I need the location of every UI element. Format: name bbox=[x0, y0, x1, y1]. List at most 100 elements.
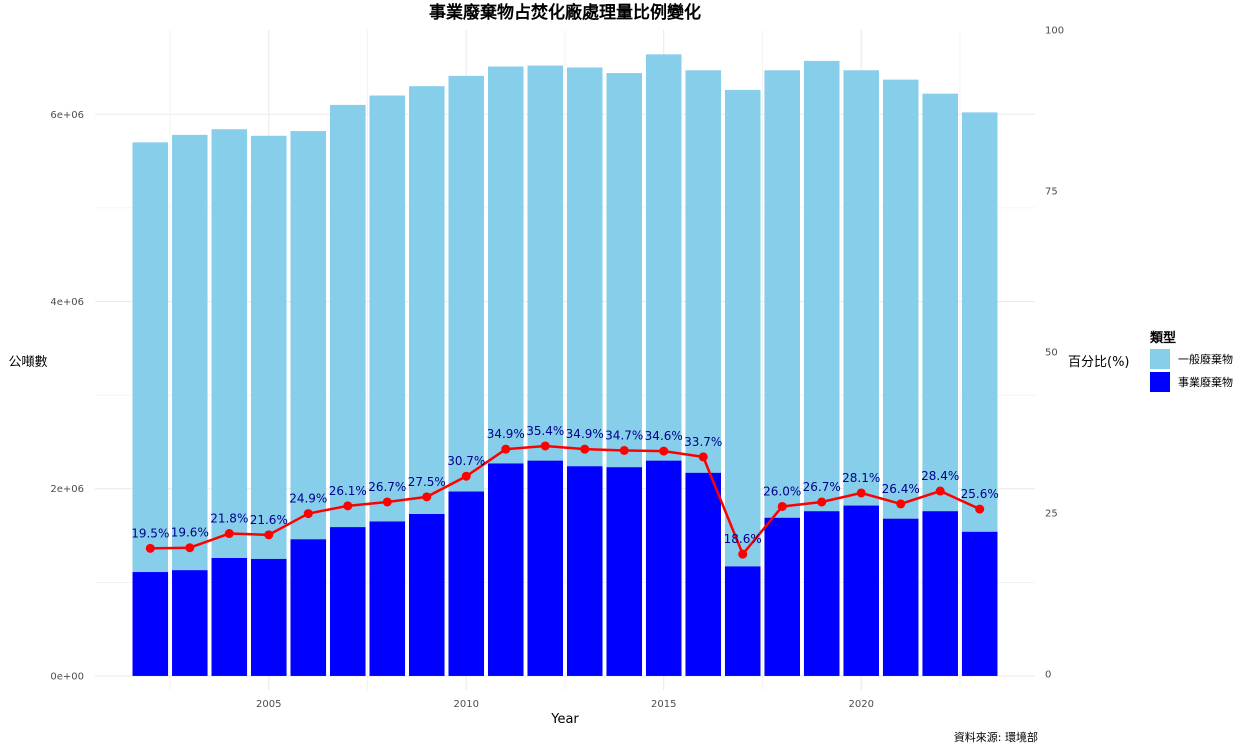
x-tick-label: 2005 bbox=[256, 699, 281, 710]
percent-point-2003 bbox=[185, 543, 195, 553]
legend-label-industrial: 事業廢棄物 bbox=[1178, 375, 1233, 389]
bar-general-2014 bbox=[606, 73, 643, 468]
bar-general-2015 bbox=[645, 54, 682, 461]
y-tick-label: 4e+06 bbox=[50, 297, 84, 308]
percent-points-group bbox=[145, 441, 985, 559]
percent-line-group bbox=[150, 444, 981, 556]
percent-point-2016 bbox=[698, 452, 708, 462]
bar-industrial-2003 bbox=[172, 570, 208, 676]
percent-point-2012 bbox=[540, 441, 550, 451]
bar-industrial-2011 bbox=[487, 463, 524, 676]
percent-label-2014: 34.7% bbox=[605, 428, 643, 442]
percent-label-2011: 34.9% bbox=[487, 427, 525, 441]
bar-industrial-2015 bbox=[645, 460, 682, 676]
bar-industrial-2016 bbox=[685, 472, 722, 676]
percent-point-2010 bbox=[461, 471, 471, 481]
percent-label-2015: 34.6% bbox=[645, 429, 683, 443]
legend-swatch-general bbox=[1150, 349, 1170, 369]
bar-industrial-2023 bbox=[961, 531, 998, 676]
percent-label-2023: 25.6% bbox=[961, 487, 999, 501]
y-axis-ticks: 0e+00 2e+06 4e+06 6e+06 bbox=[50, 110, 84, 683]
y2-tick-label: 50 bbox=[1045, 347, 1058, 358]
percent-point-2006 bbox=[303, 509, 313, 519]
percent-point-2007 bbox=[343, 501, 353, 511]
percent-label-2009: 27.5% bbox=[408, 475, 446, 489]
percent-point-2004 bbox=[224, 529, 234, 539]
y2-tick-label: 0 bbox=[1045, 669, 1051, 680]
y-axis-title: 公噸數 bbox=[8, 355, 47, 370]
percent-label-2020: 28.1% bbox=[842, 471, 880, 485]
x-tick-label: 2010 bbox=[454, 699, 479, 710]
bar-general-2016 bbox=[685, 70, 722, 473]
bar-general-2011 bbox=[487, 66, 524, 464]
bars-group bbox=[132, 54, 998, 676]
percent-point-2019 bbox=[817, 497, 827, 507]
bar-industrial-2019 bbox=[803, 511, 840, 676]
legend-swatch-industrial bbox=[1150, 372, 1170, 392]
bar-industrial-2005 bbox=[251, 558, 287, 676]
x-axis-title: Year bbox=[550, 712, 579, 727]
bar-general-2012 bbox=[527, 65, 564, 461]
bar-industrial-2021 bbox=[882, 518, 919, 676]
percent-label-2007: 26.1% bbox=[329, 484, 367, 498]
bar-industrial-2009 bbox=[408, 514, 445, 676]
percent-point-2005 bbox=[264, 530, 274, 540]
percent-label-2022: 28.4% bbox=[921, 469, 959, 483]
bar-general-2009 bbox=[408, 86, 445, 514]
percent-label-2019: 26.7% bbox=[803, 480, 841, 494]
percent-point-2013 bbox=[580, 444, 590, 454]
y-tick-label: 2e+06 bbox=[50, 484, 84, 495]
x-tick-label: 2015 bbox=[651, 699, 676, 710]
percent-label-2004: 21.8% bbox=[210, 512, 248, 526]
legend: 類型 一般廢棄物 事業廢棄物 bbox=[1149, 330, 1233, 392]
bar-industrial-2010 bbox=[448, 491, 485, 676]
y2-axis-title: 百分比(%) bbox=[1068, 355, 1130, 370]
bar-general-2007 bbox=[330, 104, 366, 528]
chart-title: 事業廢棄物占焚化廠處理量比例變化 bbox=[429, 2, 701, 23]
bar-general-2020 bbox=[843, 70, 879, 506]
percent-label-2005: 21.6% bbox=[250, 513, 288, 527]
bar-general-2018 bbox=[764, 70, 800, 518]
bar-general-2022 bbox=[922, 93, 958, 512]
y2-tick-label: 25 bbox=[1045, 508, 1058, 519]
source-caption: 資料來源: 環境部 bbox=[954, 730, 1038, 744]
bar-general-2010 bbox=[448, 75, 485, 492]
percent-point-2015 bbox=[659, 446, 669, 456]
bar-industrial-2008 bbox=[369, 521, 406, 676]
percent-label-2006: 24.9% bbox=[289, 492, 327, 506]
percent-label-2010: 30.7% bbox=[447, 454, 485, 468]
bar-general-2006 bbox=[290, 131, 327, 540]
bar-general-2023 bbox=[961, 112, 998, 532]
bar-industrial-2006 bbox=[290, 539, 327, 676]
bar-general-2005 bbox=[251, 135, 287, 559]
bar-general-2017 bbox=[724, 89, 761, 567]
percent-point-2017 bbox=[738, 549, 748, 559]
bar-industrial-2002 bbox=[132, 572, 169, 676]
percent-point-2022 bbox=[935, 486, 945, 496]
bar-industrial-2014 bbox=[606, 467, 643, 676]
percent-label-2013: 34.9% bbox=[566, 427, 604, 441]
bar-industrial-2012 bbox=[527, 460, 564, 676]
percent-line bbox=[150, 444, 981, 556]
bar-general-2008 bbox=[369, 95, 406, 522]
bar-general-2004 bbox=[211, 129, 248, 558]
bar-general-2019 bbox=[803, 60, 840, 512]
percent-point-2014 bbox=[619, 445, 629, 455]
percent-point-2021 bbox=[896, 499, 906, 509]
bar-general-2021 bbox=[882, 79, 919, 519]
percent-point-2008 bbox=[382, 497, 392, 507]
bar-industrial-2020 bbox=[843, 505, 879, 676]
x-tick-label: 2020 bbox=[848, 699, 873, 710]
percent-label-2008: 26.7% bbox=[368, 480, 406, 494]
bar-general-2003 bbox=[172, 134, 208, 571]
percent-point-2009 bbox=[422, 492, 432, 502]
percent-label-2002: 19.5% bbox=[131, 526, 169, 540]
percent-point-2020 bbox=[856, 488, 866, 498]
bar-industrial-2022 bbox=[922, 511, 958, 676]
bar-industrial-2013 bbox=[566, 466, 603, 676]
percent-point-2023 bbox=[975, 504, 985, 514]
percent-label-2018: 26.0% bbox=[763, 484, 801, 498]
percent-label-2012: 35.4% bbox=[526, 424, 564, 438]
percent-label-2016: 33.7% bbox=[684, 435, 722, 449]
